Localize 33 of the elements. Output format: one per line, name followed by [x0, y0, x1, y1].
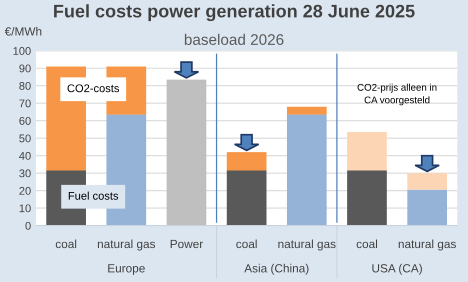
bar: [226, 170, 266, 226]
x-tick-label: natural gas: [398, 239, 456, 250]
y-tick-label: 90: [19, 64, 31, 72]
y-axis-title: €/MWh: [4, 26, 42, 36]
text: Europe: [108, 264, 145, 275]
x-tick-label: coal: [56, 239, 76, 248]
bar: [347, 132, 387, 171]
y-tick-label: 100: [13, 47, 31, 55]
x-tick-label: natural gas: [98, 239, 156, 250]
x-tick-label: natural gas: [278, 239, 336, 250]
annotation: CO2-costs: [68, 84, 120, 92]
y-tick-label: 20: [19, 186, 31, 195]
y-tick-label: 40: [19, 152, 31, 160]
y-tick-label: 0: [25, 222, 31, 230]
x-tick-label: coal: [356, 239, 378, 248]
text: USA (CA): [372, 264, 422, 275]
annotation: CO2-prijs alleen in CA voorgesteld: [358, 84, 436, 106]
y-tick-label: 70: [19, 99, 31, 108]
y-tick-label: 50: [19, 134, 31, 142]
y-tick-label: 30: [19, 169, 31, 178]
bar: [286, 106, 327, 115]
y-tick-label: 80: [19, 82, 31, 90]
text: Asia (China): [244, 264, 308, 275]
bar: [286, 114, 327, 226]
chart-subtitle: baseload 2026: [184, 34, 284, 45]
y-tick-label: 60: [19, 116, 31, 125]
y-tick-label: 10: [20, 204, 31, 212]
bar: [407, 190, 448, 226]
annotation: Fuel costs: [68, 192, 118, 200]
x-tick-label: coal: [236, 239, 257, 248]
x-tick-label: Power: [170, 240, 203, 248]
chart-title: Fuel costs power generation 28 June 2025: [54, 4, 415, 22]
bar: [347, 170, 387, 226]
